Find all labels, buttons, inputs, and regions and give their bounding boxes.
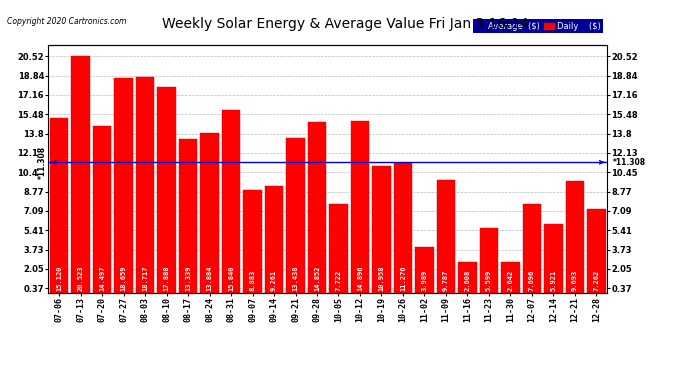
Text: 13.438: 13.438 [293,265,299,291]
Text: 20.523: 20.523 [77,265,83,291]
Text: 3.989: 3.989 [422,270,428,291]
Bar [244,190,262,292]
Text: *11.308: *11.308 [613,158,646,167]
Bar [373,166,391,292]
Bar [115,78,132,292]
Text: Weekly Solar Energy & Average Value Fri Jan 3 16:14: Weekly Solar Energy & Average Value Fri … [161,17,529,31]
Text: 13.884: 13.884 [206,265,213,291]
Text: 15.120: 15.120 [56,265,62,291]
Bar [50,118,68,292]
Text: 18.659: 18.659 [121,265,126,291]
Text: 9.693: 9.693 [572,270,578,291]
Text: 2.642: 2.642 [507,270,513,291]
Bar [93,126,111,292]
Bar [523,204,541,292]
Text: 11.276: 11.276 [400,265,406,291]
Text: 5.599: 5.599 [486,270,492,291]
Bar [136,77,154,292]
Text: 13.339: 13.339 [185,265,191,291]
Text: 14.896: 14.896 [357,265,363,291]
Text: 9.261: 9.261 [271,270,277,291]
Bar [200,133,219,292]
Text: 2.608: 2.608 [464,270,471,291]
Text: 10.958: 10.958 [379,265,384,291]
Text: 14.852: 14.852 [314,265,320,291]
Bar [222,110,240,292]
Text: Copyright 2020 Cartronics.com: Copyright 2020 Cartronics.com [7,17,126,26]
Bar [544,224,562,292]
Text: *11.308: *11.308 [38,146,47,179]
Bar [351,121,369,292]
Text: 18.717: 18.717 [142,265,148,291]
Bar [458,262,477,292]
Bar [502,262,520,292]
Text: 5.921: 5.921 [551,270,556,291]
Bar [566,181,584,292]
Text: 7.696: 7.696 [529,270,535,291]
Bar [329,204,348,292]
Text: 7.262: 7.262 [593,270,600,291]
Text: 14.497: 14.497 [99,265,105,291]
Bar [415,247,433,292]
Text: 8.883: 8.883 [250,270,255,291]
Bar [179,139,197,292]
Bar [587,209,606,292]
Bar [308,122,326,292]
Bar [437,180,455,292]
Bar [480,228,498,292]
Text: 7.722: 7.722 [335,270,342,291]
Bar [157,87,176,292]
Bar [265,186,283,292]
Text: 17.888: 17.888 [164,265,170,291]
Text: 9.787: 9.787 [443,270,449,291]
Bar [286,138,305,292]
Bar [71,56,90,292]
Legend: Average  ($), Daily    ($): Average ($), Daily ($) [473,20,603,33]
Text: 15.840: 15.840 [228,265,234,291]
Bar [394,163,412,292]
